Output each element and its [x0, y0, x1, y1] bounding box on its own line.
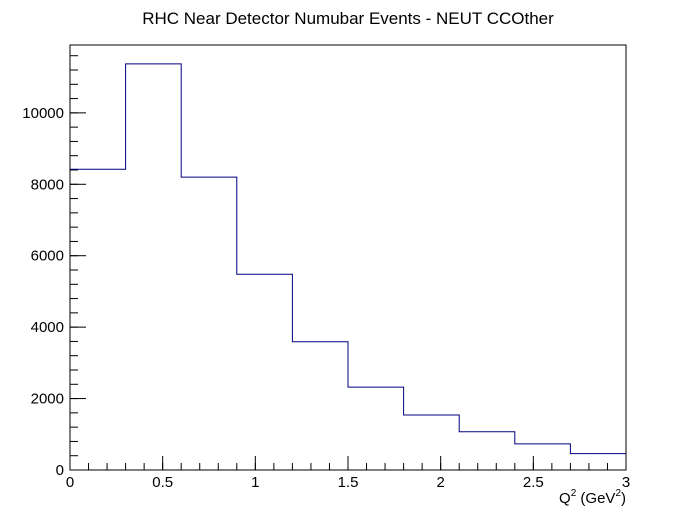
- y-tick-label: 8000: [31, 176, 64, 193]
- minor-ticks: [69, 55, 627, 471]
- x-tick-label: 2: [436, 474, 444, 491]
- y-tick-label: 6000: [31, 248, 64, 265]
- y-tick-label: 4000: [31, 319, 64, 336]
- x-tick-label: 1: [251, 474, 259, 491]
- x-tick-label: 0: [66, 474, 74, 491]
- y-tick-labels: 0 2000 4000 6000 8000 10000: [22, 105, 64, 479]
- x-axis-label: Q2 (GeV2): [559, 488, 626, 507]
- histogram-series-line: [70, 63, 626, 455]
- y-tick-label: 0: [56, 462, 64, 479]
- x-axis-label-sup: 2: [571, 488, 577, 499]
- x-tick-label: 0.5: [152, 474, 173, 491]
- x-tick-labels: 0 0.5 1 1.5 2 2.5 3: [66, 474, 630, 491]
- y-tick-label: 10000: [22, 105, 64, 122]
- x-axis-label-unit-sup: 2: [615, 488, 621, 499]
- x-tick-label: 2.5: [523, 474, 544, 491]
- plot-frame: [69, 44, 627, 471]
- x-axis-label-close: ): [621, 490, 626, 507]
- chart-title: RHC Near Detector Numubar Events - NEUT …: [142, 9, 554, 28]
- x-tick-label: 3: [622, 474, 630, 491]
- x-tick-label: 1.5: [338, 474, 359, 491]
- x-axis-label-base: Q: [559, 490, 571, 507]
- x-axis-label-unit: (GeV: [576, 490, 615, 507]
- y-tick-label: 2000: [31, 391, 64, 408]
- major-ticks: [69, 112, 627, 471]
